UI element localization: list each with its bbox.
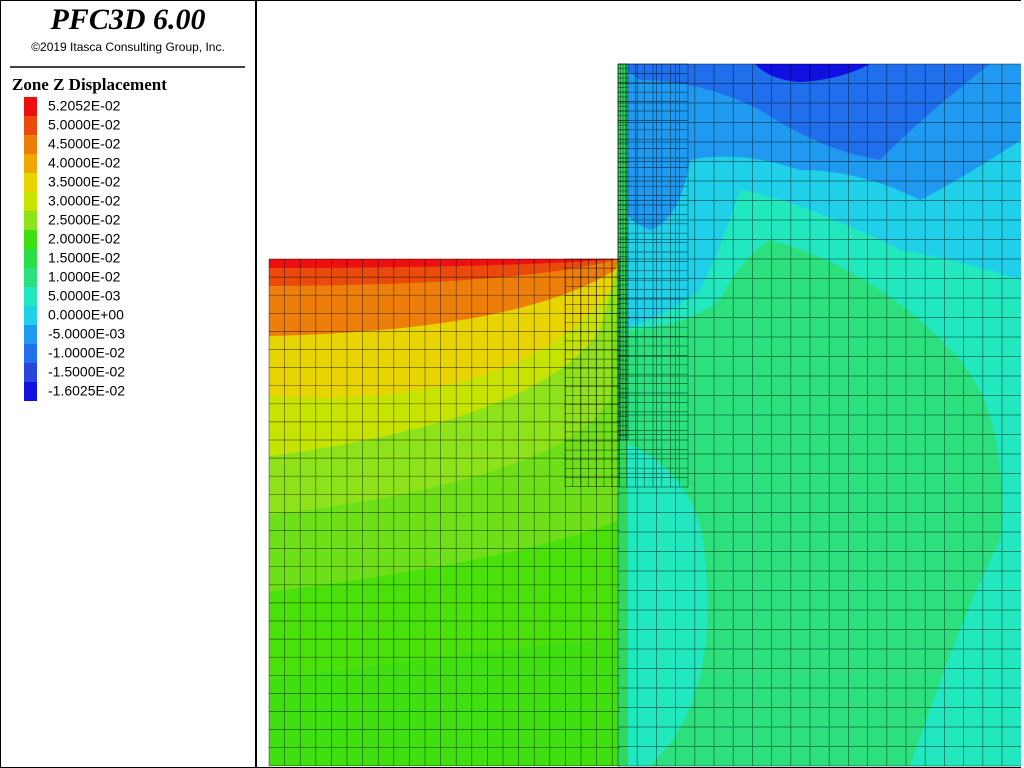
legend-swatch (24, 287, 37, 306)
contour-band (269, 259, 620, 268)
legend-swatch (24, 249, 37, 268)
copyright: ©2019 Itasca Consulting Group, Inc. (31, 40, 225, 54)
legend-label: 2.0000E-02 (48, 231, 121, 247)
legend-swatch (24, 230, 37, 249)
edge (1021, 0, 1024, 768)
legend-label: 2.5000E-02 (48, 212, 121, 228)
legend-label: 0.0000E+00 (48, 307, 124, 323)
legend-label: -1.6025E-02 (48, 383, 125, 399)
contour-band (618, 64, 990, 160)
legend-swatch (24, 97, 37, 116)
legend-swatch (24, 211, 37, 230)
legend-swatch (24, 306, 37, 325)
contour-band (755, 64, 870, 82)
legend-label: 3.5000E-02 (48, 174, 121, 190)
legend-swatch (24, 192, 37, 211)
legend: 5.2052E-02 5.0000E-02 4.5000E-02 4.0000E-02… (24, 97, 125, 401)
legend-title: Zone Z Displacement (12, 75, 167, 94)
legend-label: 1.5000E-02 (48, 250, 121, 266)
legend-swatch (24, 268, 37, 287)
legend-swatch (24, 325, 37, 344)
legend-label: 5.0000E-03 (48, 288, 121, 304)
legend-swatch (24, 382, 37, 401)
legend-label: -1.5000E-02 (48, 364, 125, 380)
legend-swatch (24, 173, 37, 192)
legend-swatch (24, 154, 37, 173)
legend-label: -5.0000E-03 (48, 326, 125, 342)
legend-label: 1.0000E-02 (48, 269, 121, 285)
legend-label: 5.0000E-02 (48, 117, 121, 133)
mesh (268, 63, 1021, 767)
legend-swatch (24, 363, 37, 382)
legend-label: 5.2052E-02 (48, 98, 121, 114)
app-title: PFC3D 6.00 (49, 3, 205, 36)
legend-swatch (24, 135, 37, 154)
legend-swatch (24, 116, 37, 135)
legend-label: 4.5000E-02 (48, 136, 121, 152)
legend-label: 4.0000E-02 (48, 155, 121, 171)
contour-plot (268, 0, 1024, 768)
legend-label: 3.0000E-02 (48, 193, 121, 209)
legend-label: -1.0000E-02 (48, 345, 125, 361)
legend-swatch (24, 344, 37, 363)
